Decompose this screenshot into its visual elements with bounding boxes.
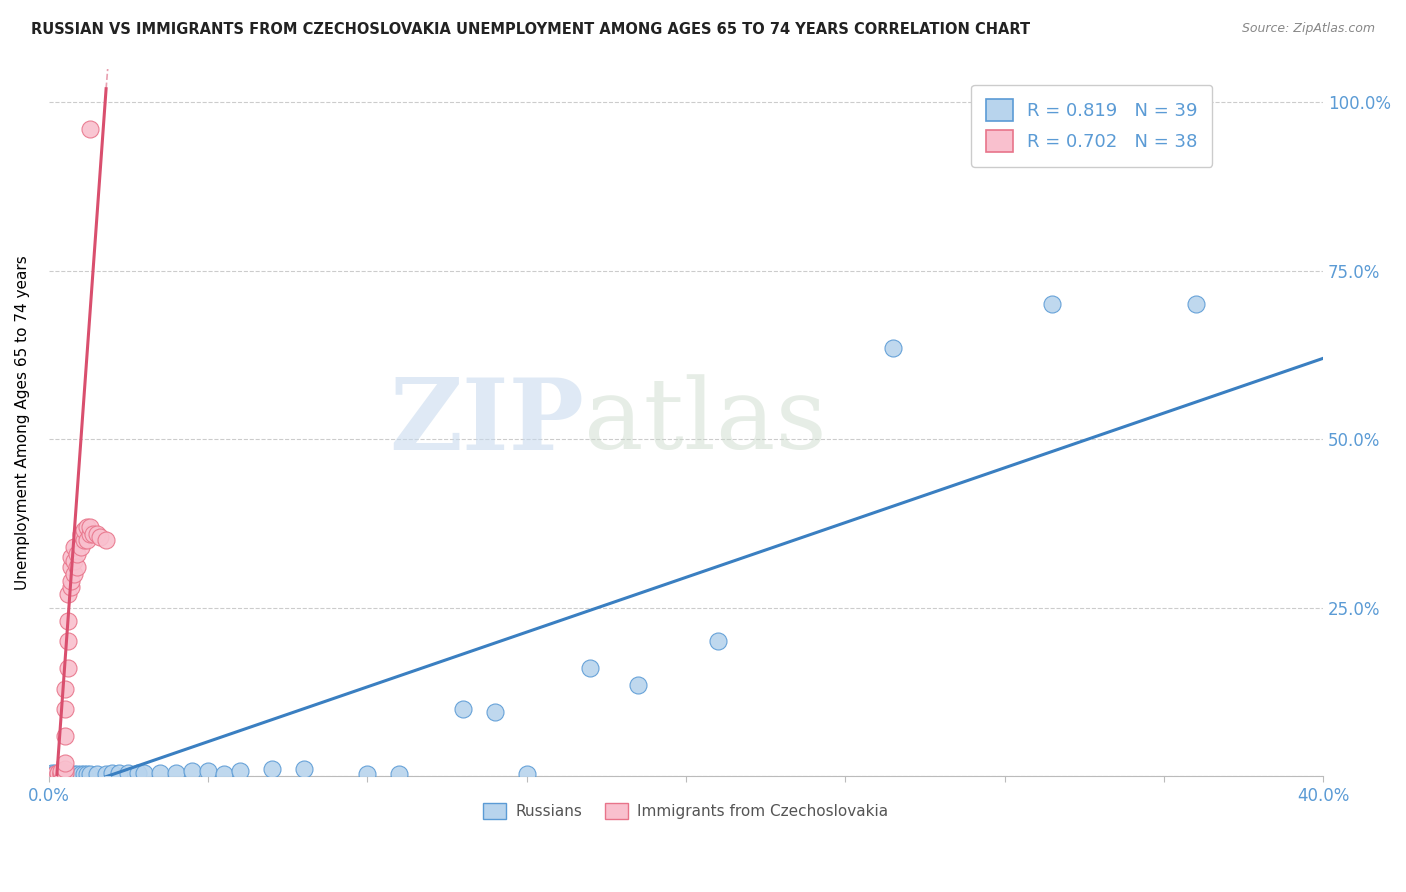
Point: [82, 526, 104, 541]
Point: [51, 765, 73, 780]
Point: [53, 729, 76, 743]
Text: RUSSIAN VS IMMIGRANTS FROM CZECHOSLOVAKIA UNEMPLOYMENT AMONG AGES 65 TO 74 YEARS: RUSSIAN VS IMMIGRANTS FROM CZECHOSLOVAKI…: [31, 22, 1031, 37]
Y-axis label: Unemployment Among Ages 65 to 74 years: Unemployment Among Ages 65 to 74 years: [15, 255, 30, 590]
Point: [94, 533, 117, 548]
Text: Source: ZipAtlas.com: Source: ZipAtlas.com: [1241, 22, 1375, 36]
Point: [451, 702, 474, 716]
Point: [73, 533, 96, 548]
Point: [51, 767, 73, 781]
Point: [292, 763, 315, 777]
Point: [197, 764, 219, 778]
Point: [388, 767, 411, 781]
Point: [127, 765, 149, 780]
Point: [56, 614, 79, 628]
Point: [46, 767, 69, 781]
Point: [79, 767, 101, 781]
Point: [627, 678, 650, 692]
Point: [60, 550, 83, 565]
Point: [60, 581, 83, 595]
Point: [516, 767, 538, 781]
Point: [63, 553, 86, 567]
Point: [60, 574, 83, 588]
Point: [53, 765, 76, 780]
Point: [73, 767, 96, 781]
Point: [69, 540, 91, 554]
Point: [66, 560, 89, 574]
Point: [212, 767, 235, 781]
Point: [579, 661, 602, 675]
Point: [260, 763, 283, 777]
Point: [101, 765, 124, 780]
Point: [60, 560, 83, 574]
Point: [356, 767, 378, 781]
Point: [53, 702, 76, 716]
Point: [66, 767, 89, 781]
Point: [73, 523, 96, 537]
Point: [89, 530, 111, 544]
Point: [69, 526, 91, 541]
Text: atlas: atlas: [583, 375, 827, 470]
Legend: Russians, Immigrants from Czechoslovakia: Russians, Immigrants from Czechoslovakia: [477, 797, 894, 825]
Point: [69, 767, 91, 781]
Point: [1040, 297, 1063, 311]
Point: [56, 634, 79, 648]
Point: [51, 767, 73, 781]
Point: [51, 764, 73, 779]
Point: [134, 765, 156, 780]
Point: [56, 767, 79, 781]
Point: [108, 765, 131, 780]
Point: [56, 587, 79, 601]
Point: [165, 765, 187, 780]
Point: [66, 547, 89, 561]
Point: [149, 765, 172, 780]
Point: [63, 767, 86, 781]
Point: [79, 122, 101, 136]
Point: [1184, 297, 1206, 311]
Point: [63, 540, 86, 554]
Point: [53, 767, 76, 781]
Point: [41, 765, 63, 780]
Text: ZIP: ZIP: [389, 374, 583, 471]
Point: [229, 764, 252, 778]
Point: [882, 341, 904, 355]
Point: [76, 520, 98, 534]
Point: [60, 767, 83, 781]
Point: [53, 756, 76, 770]
Point: [76, 767, 98, 781]
Point: [181, 764, 204, 778]
Point: [76, 533, 98, 548]
Point: [86, 526, 108, 541]
Point: [484, 705, 506, 719]
Point: [79, 520, 101, 534]
Point: [94, 767, 117, 781]
Point: [117, 765, 139, 780]
Point: [46, 765, 69, 780]
Point: [79, 526, 101, 541]
Point: [44, 765, 66, 780]
Point: [86, 767, 108, 781]
Point: [46, 767, 69, 781]
Point: [63, 566, 86, 581]
Point: [707, 634, 730, 648]
Point: [44, 767, 66, 781]
Point: [53, 763, 76, 777]
Point: [56, 661, 79, 675]
Point: [53, 681, 76, 696]
